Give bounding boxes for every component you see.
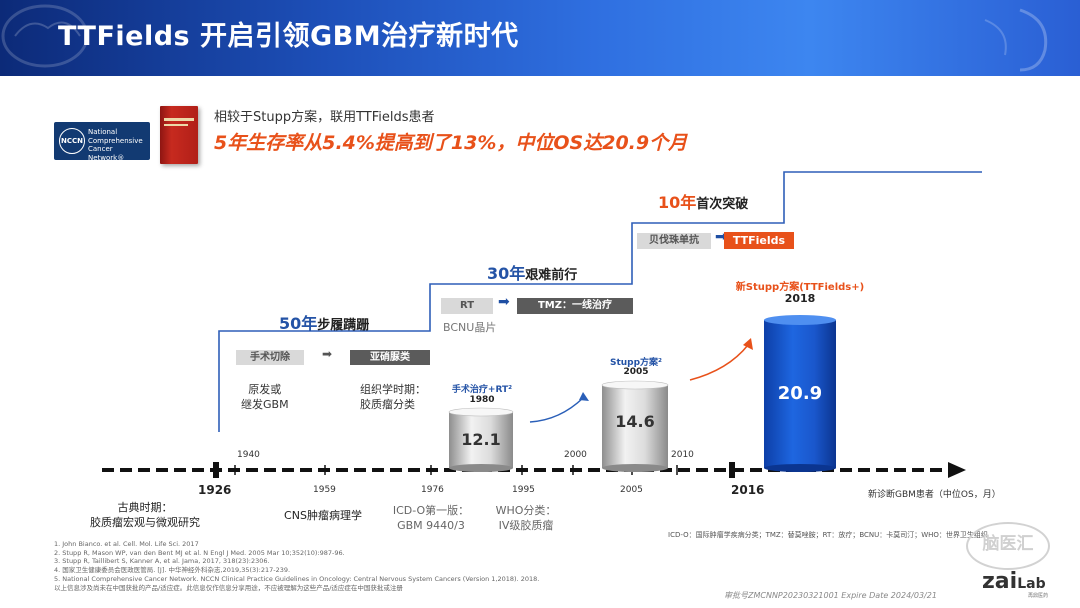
grading-label: 组织学时期： 胶质瘤分类 [360, 383, 426, 411]
stage-2-note: BCNU晶片 [443, 321, 497, 334]
cylinder-2018 [764, 315, 836, 472]
cylinder-2-value: 14.6 [615, 412, 655, 431]
category-cns-pathology: CNS肿瘤病理学 [284, 509, 362, 522]
zai-lab-logo-subtitle: 再鼎医药 [1028, 593, 1049, 599]
cylinder-3-year: 2018 [784, 292, 816, 305]
reference-item: 5. National Comprehensive Cancer Network… [54, 574, 540, 583]
nccn-logo-mark: NCCN [59, 128, 85, 154]
cylinder-1980 [448, 407, 514, 472]
axis-year-major: 1926 [198, 483, 232, 497]
axis-year-below: 2005 [620, 485, 643, 495]
reference-item: 1. John Bianco. et al. Cell. Mol. Life S… [54, 540, 199, 548]
axis-year-above: 1940 [237, 450, 260, 460]
category-who: WHO分类： IV级胶质瘤 [495, 504, 557, 532]
cylinder-2-year: 2005 [623, 367, 649, 377]
references: 1. John Bianco. et al. Cell. Mol. Life S… [54, 540, 539, 592]
intro-text: 相较于Stupp方案，联用TTFields患者 [214, 110, 435, 125]
reference-item: 2. Stupp R, Mason WP, van den Bent MJ et… [54, 548, 345, 557]
stage-3-from-box: 贝伐珠单抗 [637, 233, 711, 249]
reference-item: 4. 国家卫生健康委员会医政医管局. [J]. 中华神经外科杂志,2019,35… [54, 566, 291, 575]
cylinder-1-value: 12.1 [461, 430, 501, 449]
stage-1-from-box: 手术切除 [236, 350, 304, 365]
cylinder-3-value: 20.9 [777, 383, 823, 404]
page-title: TTFields 开启引领GBM治疗新时代 [58, 21, 519, 52]
staircase-line [218, 171, 982, 432]
axis-year-below: 1959 [313, 485, 336, 495]
trend-arrow-2 [689, 344, 749, 381]
arrow-right-icon: ➡ [498, 294, 510, 310]
arrow-right-icon: ➡ [715, 229, 727, 245]
axis-year-below: 1976 [421, 485, 444, 495]
stage-3-title: 10年首次突破 [658, 193, 749, 212]
abbreviation-note: ICD-O：国际肿瘤学疾病分类；TMZ：替莫唑胺；RT：放疗；BCNU：卡莫司汀… [668, 531, 988, 539]
category-classic: 古典时期： 胶质瘤宏观与微观研究 [90, 501, 200, 529]
axis-year-below: 1995 [512, 485, 535, 495]
approval-footer: 审批号ZMCNNP20230321001 Expire Date 2024/03… [724, 591, 937, 600]
stage-3-to-box: TTFields [724, 232, 794, 249]
cylinder-2-label: Stupp方案² [609, 358, 663, 368]
axis-note: 新诊断GBM患者（中位OS，月） [868, 490, 1001, 500]
guideline-book-image [160, 106, 198, 164]
axis-arrowhead [948, 462, 966, 478]
nccn-logo: NCCN National Comprehensive Cancer Netwo… [54, 122, 150, 162]
nccn-logo-text: National Comprehensive Cancer Network® [88, 128, 143, 162]
arrow-right-icon: ➡ [322, 347, 333, 361]
axis-year-above: 2000 [564, 450, 587, 460]
cylinder-2005 [601, 380, 669, 472]
axis-year-above: 2010 [671, 450, 694, 460]
axis-year-major: 2016 [731, 483, 765, 497]
trend-arrow-1 [529, 397, 584, 423]
stage-2-title: 30年艰难前行 [487, 264, 578, 283]
stage-2-from-box: RT [441, 298, 493, 314]
reference-item: 以上信息涉及尚未在中国获批的产品/适应症。此信息仅作信息分享用途，不应被理解为这… [54, 583, 403, 592]
headline-text: 5年生存率从5.4%提高到了13%，中位OS达20.9个月 [214, 132, 688, 154]
title-banner [0, 0, 1080, 76]
cylinder-1-year: 1980 [469, 395, 495, 405]
stage-2-to-box: TMZ：一线治疗 [517, 298, 633, 314]
watermark: 脑医汇 [966, 522, 1050, 570]
reference-item: 3. Stupp R, Taillibert S, Kanner A, et a… [54, 557, 270, 566]
origin-label: 原发或 继发GBM [241, 383, 289, 411]
cylinder-1-label: 手术治疗+RT² [451, 385, 513, 395]
zai-lab-logo: zaiLab [982, 569, 1046, 594]
category-icd-o: ICD-O第一版： GBM 9440/3 [392, 504, 470, 532]
stage-1-title: 50年步履蹒跚 [279, 314, 370, 333]
cylinder-3-label: 新Stupp方案(TTFields+) [735, 282, 865, 293]
stage-1-to-box: 亚硝脲类 [350, 350, 430, 365]
